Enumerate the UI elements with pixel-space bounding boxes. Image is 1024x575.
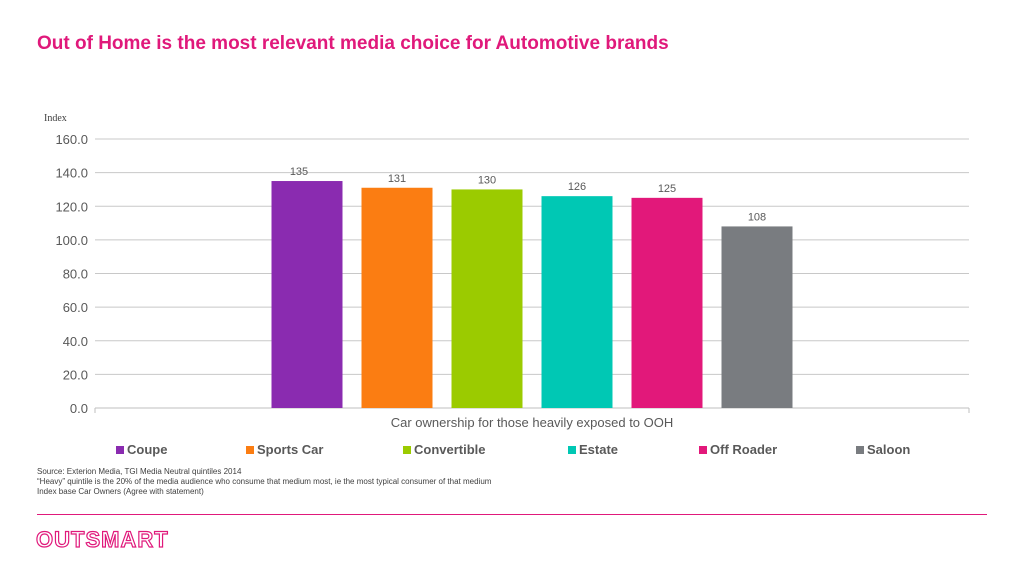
- y-tick-label: 100.0: [55, 233, 88, 248]
- legend-item: Saloon: [856, 442, 910, 457]
- data-label: 125: [658, 183, 676, 195]
- legend-item: Coupe: [116, 442, 167, 457]
- legend-label: Off Roader: [710, 442, 778, 457]
- y-axis-title: Index: [44, 113, 67, 124]
- source-notes: Source: Exterion Media, TGI Media Neutra…: [37, 467, 491, 497]
- legend-item: Sports Car: [246, 442, 323, 457]
- page-title: Out of Home is the most relevant media c…: [37, 33, 669, 54]
- source-note-line: Source: Exterion Media, TGI Media Neutra…: [37, 467, 242, 476]
- legend-swatch: [568, 445, 576, 454]
- y-tick-label: 40.0: [63, 334, 88, 349]
- legend-swatch: [246, 445, 254, 454]
- y-tick-label: 140.0: [55, 166, 88, 181]
- bar-sports-car: [361, 187, 433, 408]
- legend-item: Convertible: [403, 442, 486, 457]
- y-tick-label: 60.0: [63, 300, 88, 315]
- legend-item: Off Roader: [699, 442, 777, 457]
- legend-swatch: [856, 445, 864, 454]
- bar-off-roader: [631, 197, 703, 408]
- outsmart-logo: OUTSMART: [35, 526, 169, 552]
- data-label: 130: [478, 174, 496, 186]
- y-tick-label: 120.0: [55, 199, 88, 214]
- bar-chart: Index 0.0 20.0 40.0 60.0 80.0 100.0 120.0 140.0…: [44, 113, 970, 430]
- y-tick-label: 0.0: [70, 401, 88, 416]
- legend-item: Estate: [568, 442, 618, 457]
- y-tick-label: 80.0: [63, 267, 88, 282]
- legend-label: Convertible: [414, 442, 486, 457]
- bar-estate: [541, 196, 613, 408]
- source-note-line: “Heavy” quintile is the 20% of the media…: [37, 477, 492, 486]
- chart-legend: Coupe Sports Car Convertible Estate Off Road…: [0, 442, 1024, 462]
- y-tick-label: 20.0: [63, 367, 88, 382]
- legend-label: Estate: [579, 442, 619, 457]
- x-axis-title: Car ownership for those heavily exposed …: [391, 415, 674, 430]
- chart-svg: 0.0 20.0 40.0 60.0 80.0 100.0 120.0 140.0 160.0 1…: [55, 132, 970, 430]
- legend-swatch: [116, 445, 124, 454]
- legend-swatch: [403, 445, 411, 454]
- data-label: 135: [290, 166, 308, 178]
- legend-swatch: [699, 445, 707, 454]
- source-note-line: Index base Car Owners (Agree with statem…: [37, 487, 204, 496]
- y-tick-label: 160.0: [55, 132, 88, 147]
- data-label: 126: [568, 181, 586, 193]
- bar-saloon: [721, 226, 793, 408]
- legend-label: Saloon: [867, 442, 911, 457]
- bar-coupe: [271, 181, 343, 408]
- data-label: 131: [388, 173, 406, 185]
- legend-label: Coupe: [127, 442, 168, 457]
- footer-divider: [37, 514, 987, 515]
- data-label: 108: [748, 211, 766, 223]
- bar-convertible: [451, 189, 523, 408]
- legend-label: Sports Car: [257, 442, 324, 457]
